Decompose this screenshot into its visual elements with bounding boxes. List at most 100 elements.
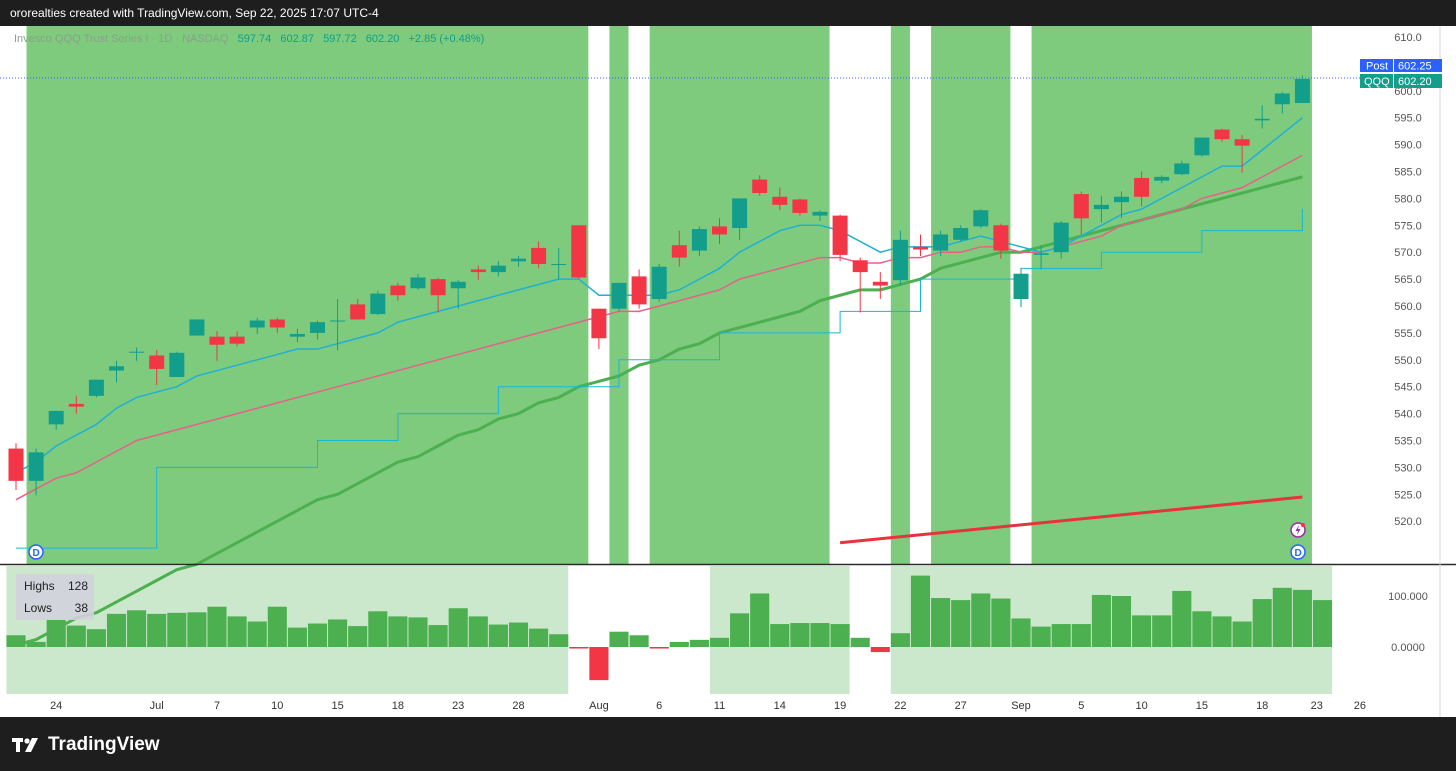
candle[interactable] — [330, 320, 346, 322]
chart-canvas[interactable]: 520.0 525.0 530.0 535.0 540.0 545.0 550.0 555.0… — [0, 26, 1456, 717]
price-tick-label: 550.0 — [1394, 355, 1422, 367]
candle[interactable] — [189, 319, 205, 336]
candle[interactable] — [88, 379, 104, 396]
candle[interactable] — [129, 351, 145, 353]
top-bar: ororealties created with TradingView.com… — [0, 0, 1456, 26]
candle[interactable] — [28, 452, 44, 481]
highs-lows-bar — [368, 611, 388, 647]
legend-open: 597.74 — [238, 33, 272, 45]
highs-lows-bar — [991, 598, 1011, 647]
candle[interactable] — [490, 265, 506, 273]
candle[interactable] — [671, 245, 687, 258]
candle[interactable] — [370, 293, 386, 315]
highs-lows-bar — [689, 639, 709, 647]
candle[interactable] — [531, 247, 547, 265]
candle[interactable] — [1294, 78, 1310, 103]
candle[interactable] — [1033, 253, 1049, 255]
candle[interactable] — [752, 179, 768, 194]
dividend-marker-left[interactable]: D — [28, 544, 44, 560]
candle[interactable] — [470, 269, 486, 273]
tradingview-logo[interactable]: TradingView — [12, 734, 160, 756]
time-tick-label: 11 — [714, 700, 725, 712]
time-tick-label: 23 — [1311, 700, 1323, 712]
highs-lows-bar — [971, 593, 991, 647]
trend-band-3 — [890, 26, 910, 564]
candle[interactable] — [229, 336, 245, 344]
candle[interactable] — [169, 352, 185, 378]
candle[interactable] — [269, 319, 285, 328]
highs-lows-bar — [106, 613, 127, 647]
candle[interactable] — [249, 320, 265, 328]
candle[interactable] — [1093, 204, 1109, 210]
candle[interactable] — [812, 211, 828, 216]
highs-label: Highs — [24, 579, 55, 593]
candle[interactable] — [430, 279, 446, 296]
candle[interactable] — [511, 258, 526, 262]
candle[interactable] — [48, 410, 64, 425]
candle[interactable] — [1254, 118, 1270, 121]
candle[interactable] — [892, 239, 908, 281]
dividend-marker-right-label: D — [1295, 548, 1302, 559]
highs-lows-bar — [790, 623, 810, 647]
highs-lows-bar — [890, 633, 910, 647]
highs-lows-bar — [227, 616, 247, 647]
candle[interactable] — [852, 260, 868, 273]
candle[interactable] — [913, 246, 928, 250]
trend-band-2 — [649, 26, 830, 564]
candle[interactable] — [571, 225, 587, 278]
candle[interactable] — [611, 282, 627, 309]
candle[interactable] — [149, 355, 165, 369]
tradingview-logo-icon — [12, 736, 42, 754]
candle[interactable] — [953, 227, 969, 240]
legend-close: 602.20 — [366, 33, 400, 45]
candle[interactable] — [8, 448, 24, 481]
candle[interactable] — [973, 210, 989, 227]
highs-lows-bar — [488, 624, 508, 647]
candle[interactable] — [1053, 222, 1069, 253]
highs-lows-bar — [207, 606, 227, 647]
candle[interactable] — [772, 196, 788, 205]
candle[interactable] — [993, 225, 1009, 251]
candle[interactable] — [1073, 194, 1089, 219]
earnings-flash-icon[interactable] — [1290, 522, 1306, 538]
time-tick-label: 26 — [1354, 700, 1366, 712]
candle[interactable] — [450, 281, 466, 289]
highs-lows-bar — [569, 647, 589, 649]
candle[interactable] — [832, 215, 848, 255]
candle[interactable] — [1134, 177, 1150, 197]
candle[interactable] — [1234, 139, 1250, 146]
highs-lows-bar — [1312, 600, 1333, 647]
candle[interactable] — [712, 226, 727, 235]
candle[interactable] — [289, 333, 305, 337]
candle[interactable] — [1174, 163, 1190, 175]
candle[interactable] — [792, 199, 808, 213]
candle[interactable] — [651, 266, 667, 300]
candle[interactable] — [310, 322, 325, 333]
candle[interactable] — [872, 281, 888, 286]
candle[interactable] — [109, 366, 124, 371]
candle[interactable] — [410, 277, 426, 289]
candle[interactable] — [591, 308, 607, 339]
highs-lows-legend: Highs 128 Lows 38 — [16, 574, 94, 620]
candle[interactable] — [68, 403, 84, 407]
candle[interactable] — [1114, 196, 1129, 203]
candle[interactable] — [1154, 176, 1170, 181]
post-value: 602.25 — [1398, 61, 1432, 73]
candle[interactable] — [390, 285, 406, 296]
candle[interactable] — [1013, 273, 1029, 300]
candle[interactable] — [631, 276, 647, 305]
candle[interactable] — [1274, 93, 1290, 105]
dividend-marker-right[interactable]: D — [1290, 544, 1306, 560]
candle[interactable] — [1214, 129, 1230, 140]
candle[interactable] — [691, 229, 707, 251]
highs-lows-bar — [1091, 594, 1111, 647]
axes: 520.0 525.0 530.0 535.0 540.0 545.0 550.0 555.0… — [50, 32, 1428, 712]
time-tick-label: 5 — [1078, 700, 1084, 712]
candle[interactable] — [209, 336, 225, 345]
candle[interactable] — [933, 234, 949, 251]
legend-high: 602.87 — [280, 33, 314, 45]
candle[interactable] — [551, 264, 567, 266]
candle[interactable] — [350, 304, 366, 320]
candle[interactable] — [732, 198, 748, 228]
candle[interactable] — [1194, 137, 1210, 156]
